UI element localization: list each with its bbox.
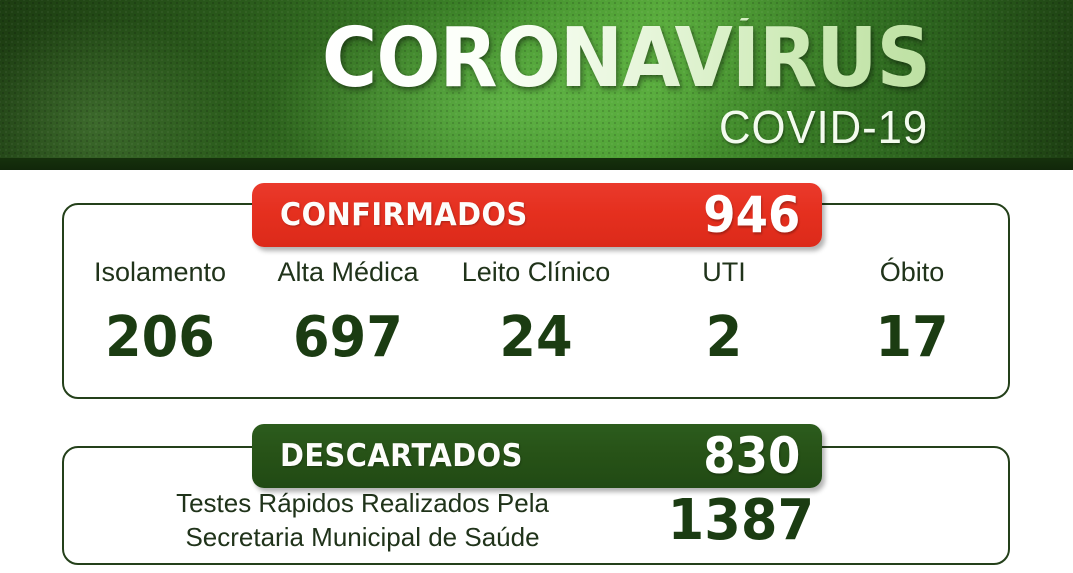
confirmed-banner-value: 946 xyxy=(702,186,800,244)
stat-alta-medica: Alta Médica 697 xyxy=(254,257,442,370)
stat-leito-clinico: Leito Clínico 24 xyxy=(442,257,630,370)
header-bottom-band xyxy=(0,158,1073,170)
stat-label-leito-clinico: Leito Clínico xyxy=(461,257,611,287)
confirmed-stats-row: Isolamento 206 Alta Médica 697 Leito Clí… xyxy=(66,257,1006,370)
stat-isolamento: Isolamento 206 xyxy=(66,257,254,370)
header-banner: CORONAVÍRUS COVID-19 xyxy=(0,0,1073,170)
stat-value-isolamento: 206 xyxy=(105,304,215,370)
page-subtitle: COVID-19 xyxy=(718,101,928,153)
stat-value-leito-clinico: 24 xyxy=(499,304,573,370)
rapid-tests-label-line1: Testes Rápidos Realizados Pela xyxy=(176,488,549,518)
rapid-tests-label: Testes Rápidos Realizados Pela Secretari… xyxy=(80,487,645,555)
discarded-banner: DESCARTADOS 830 xyxy=(252,424,822,488)
stat-value-uti: 2 xyxy=(705,304,743,370)
page-title: CORONAVÍRUS xyxy=(321,11,931,106)
stat-label-obito: Óbito xyxy=(879,257,945,287)
confirmed-banner-label: CONFIRMADOS xyxy=(280,197,528,233)
discarded-banner-value: 830 xyxy=(702,427,800,485)
rapid-tests-label-line2: Secretaria Municipal de Saúde xyxy=(185,521,540,552)
stat-value-alta-medica: 697 xyxy=(293,304,403,370)
confirmed-banner: CONFIRMADOS 946 xyxy=(252,183,822,247)
rapid-tests-value: 1387 xyxy=(667,487,815,553)
stat-obito: Óbito 17 xyxy=(818,257,1006,370)
rapid-tests-row: Testes Rápidos Realizados Pela Secretari… xyxy=(80,487,995,555)
discarded-banner-label: DESCARTADOS xyxy=(280,438,523,474)
stat-label-alta-medica: Alta Médica xyxy=(277,257,419,287)
stat-label-isolamento: Isolamento xyxy=(93,257,227,287)
stat-label-uti: UTI xyxy=(702,257,746,287)
header-title-block: CORONAVÍRUS COVID-19 xyxy=(0,0,931,158)
stat-uti: UTI 2 xyxy=(630,257,818,370)
stat-value-obito: 17 xyxy=(875,304,949,370)
